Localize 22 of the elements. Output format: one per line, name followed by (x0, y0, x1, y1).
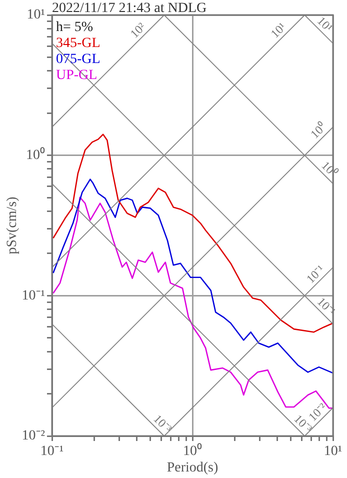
annotation: 10² (127, 20, 149, 41)
x-axis-title: Period(s) (166, 460, 218, 476)
text: 345-GL (56, 36, 100, 51)
annotation: 10¹ (268, 20, 290, 41)
annotation: h= 5% (56, 20, 94, 35)
y-tick-label: 10⁻² (22, 428, 45, 444)
annotation: 10¹ (314, 14, 336, 35)
annotation: 10⁻² (306, 400, 330, 424)
y-tick-label: 10⁰ (26, 147, 45, 164)
text: 075-GL (56, 52, 100, 67)
annotation: 10⁻¹ (303, 262, 328, 286)
x-tick-label: 10⁻¹ (40, 444, 64, 460)
y-tick-label: 10¹ (26, 8, 45, 23)
text: UP-GL (56, 68, 98, 83)
x-tick-label: 10⁰ (183, 443, 202, 460)
annotation: 10⁰ (308, 120, 329, 142)
chart-title: 2022/11/17 21:43 at NDLG (52, 1, 207, 16)
annotation: 10⁻³ (150, 412, 175, 436)
y-axis-title: pSv(cm/s) (5, 196, 20, 254)
y-tick-label: 10⁻¹ (22, 288, 45, 304)
annotation: 10⁻¹ (314, 294, 339, 319)
x-tick-label: 10¹ (324, 444, 342, 460)
